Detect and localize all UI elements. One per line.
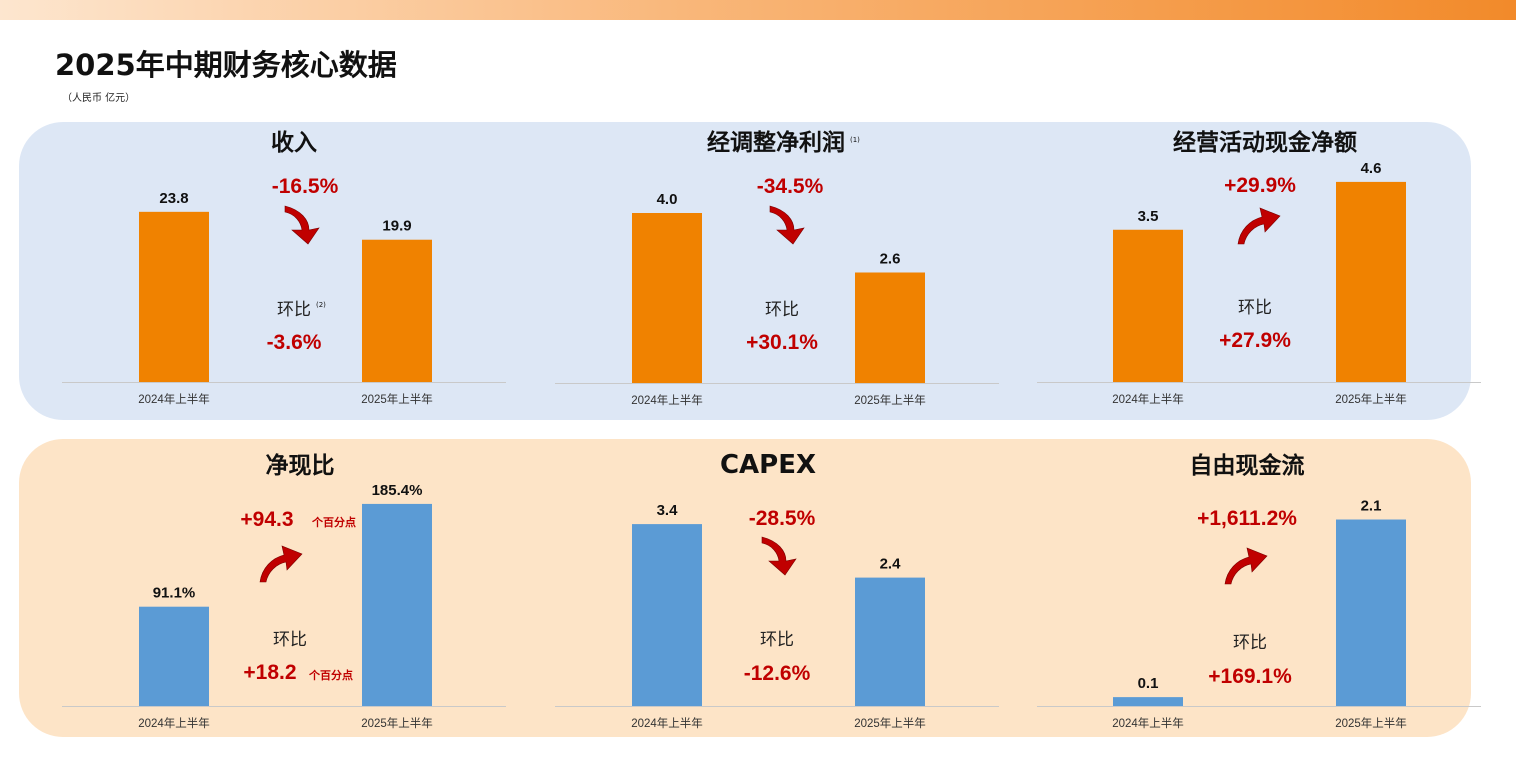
chart-2-qoq-label: 环比 bbox=[765, 300, 799, 320]
chart-4-qoq-label: 环比 bbox=[273, 630, 307, 650]
chart-6-trend-arrow bbox=[1224, 547, 1268, 585]
chart-6-tick-label-1: 2024年上半年 bbox=[1112, 716, 1184, 730]
chart-5-yoy-change: -28.5% bbox=[749, 507, 816, 530]
chart-2-title: 经调整净利润 bbox=[707, 129, 845, 156]
chart-4-yoy-change: +94.3 bbox=[240, 508, 293, 531]
chart-3-tick-label-1: 2024年上半年 bbox=[1112, 392, 1184, 406]
chart-1-bar-2 bbox=[362, 239, 432, 382]
chart-6-qoq-value: +169.1% bbox=[1208, 665, 1292, 688]
chart-3-title: 经营活动现金净额 bbox=[1173, 129, 1357, 156]
chart-5-bar-1 bbox=[632, 524, 702, 706]
chart-5-qoq-value: -12.6% bbox=[744, 662, 811, 685]
chart-3-value-label-1: 3.5 bbox=[1138, 208, 1159, 225]
chart-6-qoq-label: 环比 bbox=[1233, 633, 1267, 653]
chart-1-value-label-2: 19.9 bbox=[382, 218, 411, 235]
chart-2-qoq-value: +30.1% bbox=[746, 331, 818, 354]
chart-2-value-label-1: 4.0 bbox=[657, 191, 678, 208]
chart-2-tick-label-1: 2024年上半年 bbox=[631, 393, 703, 407]
chart-2-title-note: (1) bbox=[850, 136, 860, 144]
chart-3-value-label-2: 4.6 bbox=[1361, 160, 1382, 177]
chart-4-bar-1 bbox=[139, 606, 209, 706]
chart-3-tick-label-2: 2025年上半年 bbox=[1335, 392, 1407, 406]
chart-4-title: 净现比 bbox=[266, 452, 335, 479]
chart-3-yoy-change: +29.9% bbox=[1224, 174, 1296, 197]
chart-4-tick-label-1: 2024年上半年 bbox=[138, 716, 210, 730]
chart-3-bar-1 bbox=[1113, 229, 1183, 382]
chart-2-trend-arrow bbox=[769, 205, 805, 245]
chart-3-bar-2 bbox=[1336, 181, 1406, 382]
chart-1-qoq-note: (2) bbox=[316, 301, 326, 309]
chart-1-title: 收入 bbox=[271, 129, 317, 156]
chart-1-tick-label-1: 2024年上半年 bbox=[138, 392, 210, 406]
chart-5-value-label-2: 2.4 bbox=[880, 556, 902, 573]
chart-1-tick-label-2: 2025年上半年 bbox=[361, 392, 433, 406]
page-title: 2025年中期财务核心数据 bbox=[55, 48, 397, 82]
chart-4-trend-arrow bbox=[259, 545, 303, 583]
chart-4-yoy-change-unit: 个百分点 bbox=[311, 515, 356, 529]
panel-bottom-row bbox=[19, 439, 1471, 737]
chart-2-bar-1 bbox=[632, 213, 702, 383]
chart-6-title: 自由现金流 bbox=[1190, 452, 1305, 479]
chart-5-qoq-label: 环比 bbox=[760, 630, 794, 650]
chart-6-bar-1 bbox=[1113, 697, 1183, 706]
chart-2-yoy-change: -34.5% bbox=[757, 175, 824, 198]
chart-3-qoq-label: 环比 bbox=[1238, 298, 1272, 318]
chart-2-value-label-2: 2.6 bbox=[880, 251, 901, 268]
chart-3-qoq-value: +27.9% bbox=[1219, 329, 1291, 352]
panel-top-row bbox=[19, 122, 1471, 420]
chart-4-tick-label-2: 2025年上半年 bbox=[361, 716, 433, 730]
chart-5-trend-arrow bbox=[761, 536, 797, 576]
chart-6-yoy-change: +1,611.2% bbox=[1197, 507, 1297, 530]
chart-1-yoy-change: -16.5% bbox=[272, 175, 339, 198]
chart-1-qoq-label: 环比 bbox=[277, 300, 311, 320]
chart-6-value-label-1: 0.1 bbox=[1138, 675, 1159, 692]
chart-5-title: CAPEX bbox=[720, 450, 816, 480]
chart-4-value-label-1: 91.1% bbox=[153, 585, 196, 602]
chart-4-bar-2 bbox=[362, 503, 432, 706]
chart-1-trend-arrow bbox=[284, 205, 320, 245]
chart-1-value-label-1: 23.8 bbox=[159, 190, 188, 207]
chart-6-tick-label-2: 2025年上半年 bbox=[1335, 716, 1407, 730]
chart-1-bar-1 bbox=[139, 211, 209, 382]
chart-6-value-label-2: 2.1 bbox=[1361, 498, 1382, 515]
unit-note: （人民币 亿元） bbox=[62, 93, 136, 104]
chart-4-value-label-2: 185.4% bbox=[372, 482, 423, 499]
chart-2-tick-label-2: 2025年上半年 bbox=[854, 393, 926, 407]
chart-4-qoq-unit: 个百分点 bbox=[308, 668, 353, 682]
chart-6-bar-2 bbox=[1336, 519, 1406, 706]
chart-5-value-label-1: 3.4 bbox=[657, 502, 679, 519]
chart-2-bar-2 bbox=[855, 272, 925, 383]
chart-5-tick-label-2: 2025年上半年 bbox=[854, 716, 926, 730]
chart-5-bar-2 bbox=[855, 577, 925, 706]
top-gradient-bar bbox=[0, 0, 1516, 20]
chart-4-qoq-value: +18.2 bbox=[243, 661, 296, 684]
chart-1-qoq-value: -3.6% bbox=[267, 331, 322, 354]
chart-3-trend-arrow bbox=[1237, 207, 1281, 245]
chart-5-tick-label-1: 2024年上半年 bbox=[631, 716, 703, 730]
